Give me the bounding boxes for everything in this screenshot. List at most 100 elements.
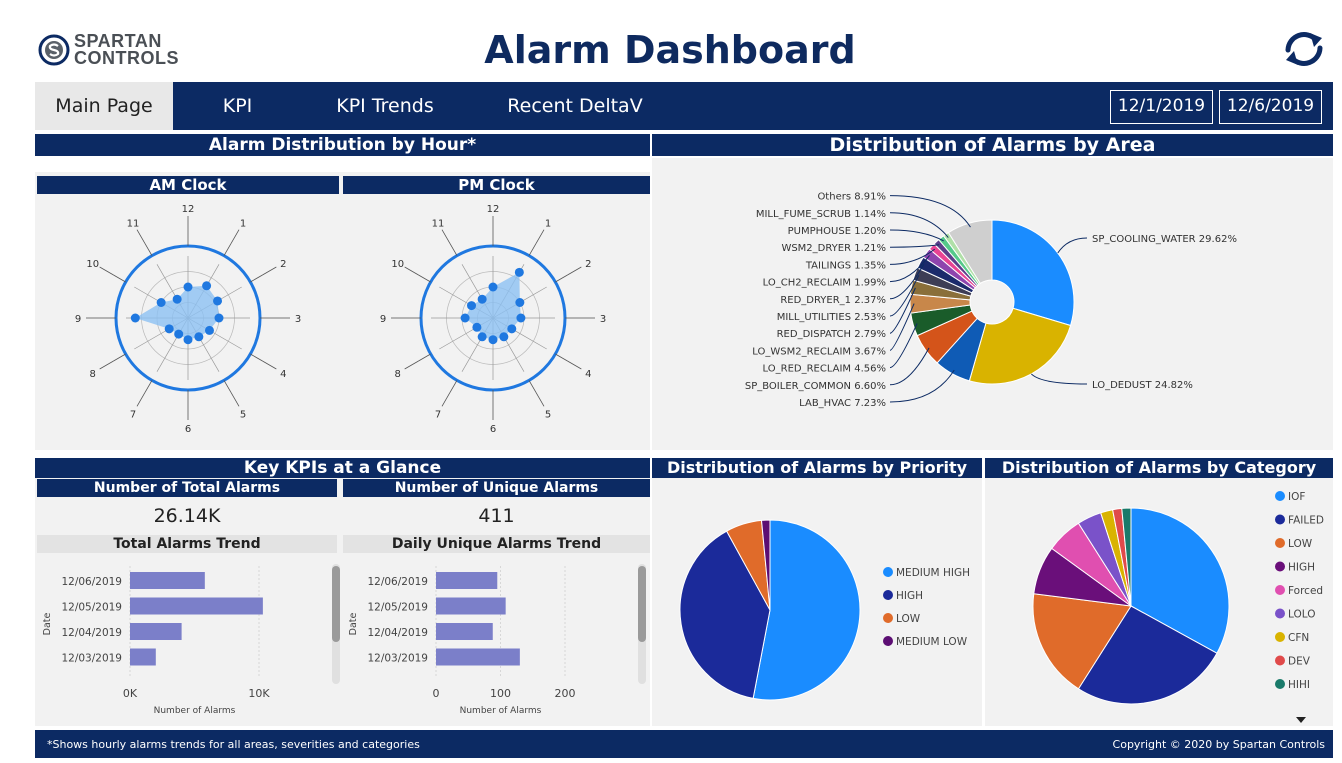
legend-dot bbox=[1275, 491, 1285, 501]
scrollbar-thumb bbox=[332, 566, 340, 642]
radar-area bbox=[135, 285, 219, 340]
pie-slice bbox=[947, 219, 993, 285]
legend-dot bbox=[883, 613, 893, 623]
radar-leader bbox=[528, 243, 537, 256]
tab-kpi[interactable]: KPI bbox=[222, 95, 253, 117]
pie-leader bbox=[889, 248, 936, 265]
radar-hour-label: 1 bbox=[545, 219, 551, 230]
bar-tick-label: 10K bbox=[248, 687, 270, 700]
pm-clock-title: PM Clock bbox=[343, 176, 650, 194]
radar-point bbox=[477, 294, 487, 304]
legend-label: HIGH bbox=[896, 590, 923, 602]
radar-point bbox=[488, 335, 498, 345]
pie-leader bbox=[889, 255, 930, 283]
total-alarms-label: Number of Total Alarms bbox=[37, 479, 337, 497]
legend-dot bbox=[1275, 655, 1285, 666]
bar-tick-label: 0K bbox=[123, 687, 138, 700]
radar-hour-label: 8 bbox=[395, 369, 401, 380]
legend-label: LOW bbox=[1288, 538, 1313, 550]
radar-leader bbox=[99, 266, 114, 276]
radar-point bbox=[460, 313, 470, 323]
radar-leader bbox=[535, 229, 545, 244]
radar-leader bbox=[223, 243, 232, 256]
unique-alarms-bar-chart: 0 100 200 12/06/2019 12/05/2019 12/04/2019 12/… bbox=[348, 564, 646, 716]
radar-point bbox=[130, 313, 140, 323]
legend-label: IOF bbox=[1288, 491, 1305, 503]
nav-bar: Main Page KPI KPI Trends Recent DeltaV E… bbox=[35, 82, 1333, 165]
radar-leader bbox=[567, 360, 582, 370]
spartan-logo: SPARTAN CONTROLS bbox=[38, 30, 198, 70]
bar bbox=[436, 623, 493, 640]
radar-point bbox=[467, 301, 477, 311]
pie-leader bbox=[889, 287, 916, 334]
pie-slice bbox=[991, 219, 1075, 327]
area-panel bbox=[652, 158, 1333, 450]
tab-recent-deltav-events[interactable]: Recent DeltaV Events bbox=[507, 95, 643, 165]
legend-dot bbox=[1275, 632, 1285, 642]
bar-category-label: 12/03/2019 bbox=[61, 653, 122, 665]
pie-leader bbox=[889, 229, 944, 242]
unique-alarms-value: 411 bbox=[478, 505, 515, 527]
radar-point bbox=[156, 298, 166, 307]
logo-line2: CONTROLS bbox=[74, 48, 179, 68]
radar-hour-label: 2 bbox=[585, 259, 591, 270]
radar-leader bbox=[567, 266, 582, 276]
legend-label: LOLO bbox=[1288, 609, 1315, 621]
pie-leader bbox=[889, 303, 915, 351]
pie-leader bbox=[889, 244, 940, 248]
legend-dot bbox=[1275, 514, 1285, 525]
radar-point bbox=[183, 335, 193, 345]
pie-leader bbox=[889, 264, 925, 300]
legend-dot bbox=[883, 567, 893, 577]
radar-hour-label: 2 bbox=[280, 259, 286, 270]
radar-leader bbox=[99, 360, 114, 370]
radar-leader bbox=[136, 229, 146, 244]
radar-point bbox=[499, 332, 509, 342]
radar-hour-label: 7 bbox=[130, 409, 136, 420]
radar-hour-label: 6 bbox=[490, 424, 496, 435]
pie-leader bbox=[889, 195, 971, 228]
pie-label: RED_DRYER_1 2.37% bbox=[780, 295, 886, 306]
radar-point bbox=[174, 329, 184, 339]
date-end-field[interactable]: 12/6/2019 bbox=[1219, 90, 1322, 124]
pie-slice bbox=[1032, 593, 1132, 690]
pie-slice bbox=[1121, 507, 1132, 607]
radar-leader bbox=[113, 353, 126, 362]
pie-leader bbox=[889, 275, 920, 317]
radar-hour-label: 11 bbox=[432, 219, 445, 230]
refresh-button[interactable] bbox=[1280, 28, 1328, 70]
radar-point bbox=[515, 298, 525, 307]
bar-y-axis-label: Date bbox=[42, 612, 53, 635]
radar-hour-label: 7 bbox=[435, 409, 441, 420]
footer-note: *Shows hourly alarms trends for all area… bbox=[47, 738, 420, 751]
pie-label: Others 8.91% bbox=[817, 192, 886, 203]
scrollbar-thumb bbox=[638, 566, 646, 642]
radar-area bbox=[465, 272, 521, 340]
pie-label: MILL_FUME_SCRUB 1.14% bbox=[756, 209, 886, 220]
radar-hour-label: 3 bbox=[600, 314, 606, 325]
tab-main-page[interactable]: Main Page bbox=[35, 82, 173, 130]
pie-leader bbox=[889, 369, 955, 403]
legend-label: MEDIUM LOW bbox=[896, 636, 968, 648]
pie-leader bbox=[889, 323, 918, 369]
bar bbox=[130, 597, 263, 615]
unique-alarms-label: Number of Unique Alarms bbox=[343, 479, 650, 497]
unique-trend-title: Daily Unique Alarms Trend bbox=[343, 535, 650, 553]
date-start-field[interactable]: 12/1/2019 bbox=[1110, 90, 1213, 124]
bar-x-axis-label: Number of Alarms bbox=[154, 706, 236, 716]
pie-label: PUMPHOUSE 1.20% bbox=[788, 226, 886, 237]
radar-leader bbox=[418, 353, 431, 362]
legend-label: LOW bbox=[896, 613, 921, 625]
radar-hour-label: 8 bbox=[90, 369, 96, 380]
bar-category-label: 12/05/2019 bbox=[61, 602, 122, 614]
pie-label: SP_BOILER_COMMON 6.60% bbox=[745, 381, 886, 392]
radar-leader bbox=[441, 392, 451, 407]
pie-label: LO_CH2_RECLAIM 1.99% bbox=[763, 278, 886, 289]
footer: *Shows hourly alarms trends for all area… bbox=[35, 730, 1333, 758]
tab-kpi-trends[interactable]: KPI Trends bbox=[336, 95, 434, 117]
pie-label: LO_DEDUST 24.82% bbox=[1092, 380, 1193, 391]
radar-leader bbox=[262, 360, 277, 370]
pie-slice bbox=[968, 307, 1072, 385]
legend-label: Forced bbox=[1288, 585, 1323, 597]
pie-leader bbox=[889, 212, 949, 238]
